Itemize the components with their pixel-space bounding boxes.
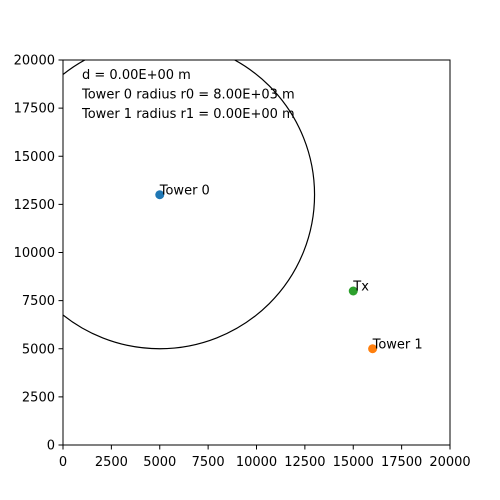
y-axis: 0 2500 5000 7500 10000 12500 15000 17500 20000 [14,54,63,454]
x-tick-label: 2500 [95,455,128,470]
x-axis: 0 2500 5000 7500 10000 12500 15000 17500 20000 [59,445,471,470]
x-tick-label: 20000 [429,455,470,470]
y-tick-label: 12500 [14,198,55,213]
point-label: Tx [352,280,369,295]
annotation-line: Tower 0 radius r0 = 8.00E+03 m [81,88,295,103]
point-marker [155,190,165,200]
y-tick-label: 5000 [22,342,55,357]
y-tick-label: 15000 [14,150,55,165]
y-tick-label: 17500 [14,102,55,117]
plot-content [63,60,378,354]
y-tick-label: 7500 [22,294,55,309]
x-tick-label: 12500 [284,455,325,470]
x-tick-label: 7500 [192,455,225,470]
annotations: d = 0.00E+00 m Tower 0 radius r0 = 8.00E+… [81,68,295,122]
point-label: Tower 1 [372,337,423,352]
annotation-line: d = 0.00E+00 m [82,68,191,83]
point-marker [368,344,378,354]
y-tick-label: 10000 [14,246,55,261]
point-label: Tower 0 [159,183,210,198]
y-tick-label: 2500 [22,390,55,405]
tower-range-circle [63,60,316,350]
x-tick-label: 10000 [236,455,277,470]
y-tick-label: 0 [47,439,55,454]
x-tick-label: 15000 [333,455,374,470]
x-tick-label: 0 [59,455,67,470]
point-marker [348,286,358,296]
x-tick-label: 17500 [381,455,422,470]
x-tick-label: 5000 [143,455,176,470]
annotation-line: Tower 1 radius r1 = 0.00E+00 m [81,107,295,122]
point-labels: Tower 0 Tower 1 Tx [159,183,423,352]
y-tick-label: 20000 [14,54,55,69]
